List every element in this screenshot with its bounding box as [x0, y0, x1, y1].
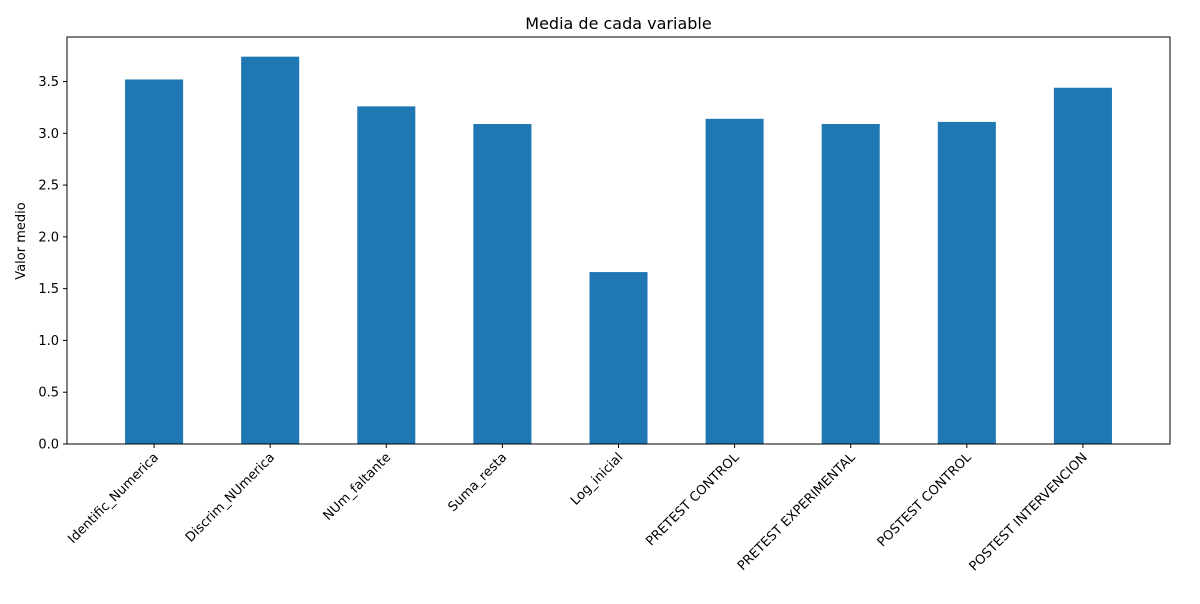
y-tick-label: 3.0	[38, 127, 59, 142]
y-axis-ticks: 0.0 0.5 1.0 1.5 2.0 2.5 3.0 3.5	[38, 75, 67, 453]
y-tick-label: 2.5	[38, 179, 59, 194]
x-axis-ticks: Identific_Numerica Discrim_NUmerica NUm_fa…	[65, 444, 1091, 574]
bar-1	[241, 56, 300, 444]
x-tick-label: Suma_resta	[446, 450, 511, 515]
bar-0	[125, 79, 184, 444]
y-tick-label: 3.5	[38, 75, 59, 90]
x-tick-label: Log_inicial	[568, 450, 626, 508]
x-tick-label: POSTEST INTERVENCION	[967, 450, 1091, 574]
x-tick-label: Discrim_NUmerica	[183, 450, 278, 545]
y-tick-label: 1.0	[38, 334, 59, 349]
chart-title: Media de cada variable	[525, 14, 711, 33]
bar-5	[705, 118, 764, 445]
x-tick-label: NUm_faltante	[321, 450, 395, 524]
x-tick-label: POSTEST CONTROL	[875, 450, 975, 550]
bar-8	[1053, 87, 1112, 444]
bar-3	[473, 123, 532, 444]
plot-frame	[66, 36, 1171, 445]
y-tick-label: 0.5	[38, 386, 59, 401]
x-tick-label: Identific_Numerica	[65, 450, 162, 547]
y-tick-label: 0.0	[38, 438, 59, 453]
y-axis-label: Valor medio	[14, 202, 29, 279]
bar-4	[589, 272, 648, 444]
y-tick-label: 2.0	[38, 230, 59, 245]
bar-2	[357, 106, 416, 444]
y-tick-label: 1.5	[38, 282, 59, 297]
x-tick-label: PRETEST CONTROL	[643, 450, 743, 550]
bars	[125, 56, 1112, 445]
bar-7	[937, 121, 996, 445]
bar-6	[821, 123, 880, 444]
x-tick-label: PRETEST EXPERIMENTAL	[735, 450, 859, 574]
